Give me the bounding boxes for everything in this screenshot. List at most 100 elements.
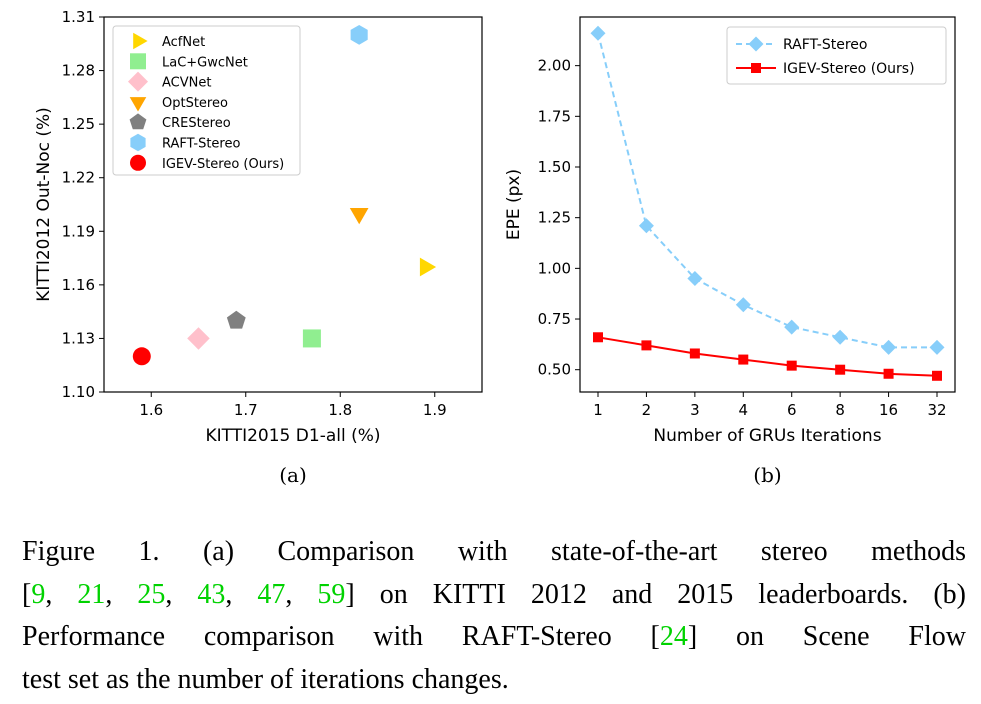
scatter-chart: 1.6 1.7 1.8 1.9 1.10 1.13 1.16 1.19 1.22 1.25 1.28… (34, 8, 483, 487)
x-tick-label: 6 (787, 401, 797, 419)
caption-text: , (45, 578, 78, 610)
figure-caption: Figure 1. (a) Comparison with state-of-t… (22, 531, 966, 701)
legend-label: OptStereo (162, 96, 228, 111)
legend-marker (748, 36, 764, 52)
legend-label: RAFT-Stereo (783, 37, 867, 53)
subfigure-label: (a) (279, 463, 307, 487)
legend-box (726, 26, 947, 85)
data-point-igev-stereo-ours- (738, 354, 749, 365)
legend-label: CREStereo (162, 116, 231, 131)
y-tick-label: 0.75 (538, 310, 571, 328)
legend-label: ACVNet (162, 76, 211, 91)
caption-text: [ (22, 578, 32, 610)
y-tick-label: 1.19 (62, 222, 95, 240)
caption-line: test set as the number of iterations cha… (22, 659, 966, 702)
legend-marker (751, 63, 761, 73)
caption-text: , (225, 578, 258, 610)
y-tick-label: 1.16 (62, 276, 95, 294)
caption-line: [9, 21, 25, 43, 47, 59] on KITTI 2012 an… (22, 574, 966, 617)
y-tick-label: 2.00 (538, 57, 571, 75)
data-point-igev-stereo-ours- (835, 364, 846, 375)
x-axis-label: Number of GRUs Iterations (653, 426, 881, 446)
caption-text: test set as the number of iterations cha… (22, 663, 509, 695)
citation-link: 25 (137, 578, 166, 610)
data-point-raft-stereo (735, 297, 751, 313)
x-tick-label: 1.7 (234, 401, 258, 419)
x-tick-label: 32 (927, 401, 946, 419)
subfigure-label: (b) (753, 463, 781, 487)
y-tick-label: 1.28 (62, 62, 95, 80)
legend: RAFT-Stereo IGEV-Stereo (Ours) (726, 26, 947, 85)
x-tick-label: 1.9 (423, 401, 447, 419)
caption-text: , (285, 578, 318, 610)
data-point-igev-stereo-ours- (641, 340, 652, 351)
caption-line: Figure 1. (a) Comparison with state-of-t… (22, 531, 966, 574)
legend-marker (130, 154, 146, 171)
x-tick-label: 16 (879, 401, 898, 419)
legend-marker (130, 53, 146, 70)
data-point-lac-gwcnet (302, 329, 321, 348)
plot-frame (103, 16, 483, 393)
data-point-raft-stereo (784, 319, 800, 335)
legend-label: IGEV-Stereo (Ours) (783, 61, 915, 77)
legend: AcfNet LaC+GwcNet ACVNet OptStereo CREStereo… (112, 25, 301, 176)
data-point-raft-stereo (350, 25, 368, 45)
caption-text: ] on KITTI 2012 and 2015 leaderboards. (… (345, 578, 967, 610)
y-tick-label: 1.31 (62, 8, 95, 26)
citation-link: 21 (77, 578, 106, 610)
x-tick-label: 8 (835, 401, 845, 419)
data-point-raft-stereo (590, 25, 606, 41)
data-point-crestereo (226, 310, 246, 329)
caption-line: Performance comparison with RAFT-Stereo … (22, 616, 966, 659)
data-point-raft-stereo (638, 218, 654, 234)
line-chart: 1 2 3 4 6 8 16 32 0.50 0.75 1.00 1.25 1.50 1.75 2.00 Nu… (504, 16, 956, 487)
data-point-igev-stereo-ours- (689, 348, 700, 359)
legend-label: IGEV-Stereo (Ours) (162, 157, 284, 172)
caption-text: , (165, 578, 198, 610)
y-tick-label: 1.25 (62, 115, 95, 133)
legend-marker (129, 113, 147, 130)
y-tick-label: 0.50 (538, 361, 571, 379)
legend-marker (128, 71, 148, 92)
citation-link: 47 (257, 578, 286, 610)
data-point-optstereo (349, 208, 369, 225)
x-tick-label: 4 (739, 401, 749, 419)
citation-link: 59 (317, 578, 346, 610)
y-tick-label: 1.10 (62, 383, 95, 401)
x-tick-label: 1.8 (328, 401, 352, 419)
caption-text: Figure 1. (a) Comparison with state-of-t… (22, 536, 966, 567)
y-tick-label: 1.13 (62, 329, 95, 347)
x-tick-label: 1.6 (139, 401, 163, 419)
legend-marker (130, 133, 146, 152)
legend-label: LaC+GwcNet (162, 55, 248, 70)
x-tick-label: 1 (593, 401, 603, 419)
citation-link: 24 (659, 621, 688, 652)
y-tick-label: 1.50 (538, 158, 571, 176)
plot-frame (579, 16, 956, 393)
data-point-igev-stereo-ours- (786, 360, 797, 371)
data-point-raft-stereo (687, 271, 703, 286)
data-point-acfnet (419, 257, 437, 277)
data-point-raft-stereo (832, 329, 848, 345)
data-point-igev-stereo-ours- (132, 347, 151, 366)
y-axis-label: KITTI2012 Out-Noc (%) (34, 107, 54, 302)
data-point-igev-stereo-ours- (593, 332, 603, 343)
data-point-igev-stereo-ours- (883, 368, 894, 379)
x-tick-label: 2 (642, 401, 652, 419)
data-point-igev-stereo-ours- (932, 370, 942, 381)
legend-label: RAFT-Stereo (162, 137, 240, 152)
series-line-igev-stereo-ours- (597, 336, 938, 377)
data-point-raft-stereo (929, 339, 945, 355)
y-tick-label: 1.22 (62, 169, 95, 187)
legend-label: AcfNet (162, 35, 205, 50)
y-axis-label: EPE (px) (504, 169, 524, 240)
legend-marker (129, 97, 147, 112)
x-axis-label: KITTI2015 D1-all (%) (205, 426, 380, 446)
data-point-raft-stereo (881, 339, 897, 355)
caption-text: , (105, 578, 138, 610)
figure-canvas: 1.6 1.7 1.8 1.9 1.10 1.13 1.16 1.19 1.22 1.25 1.28… (34, 8, 956, 487)
legend-box (112, 25, 301, 176)
citation-link: 43 (197, 578, 226, 610)
y-tick-label: 1.00 (538, 259, 571, 277)
y-tick-label: 1.75 (538, 107, 571, 125)
